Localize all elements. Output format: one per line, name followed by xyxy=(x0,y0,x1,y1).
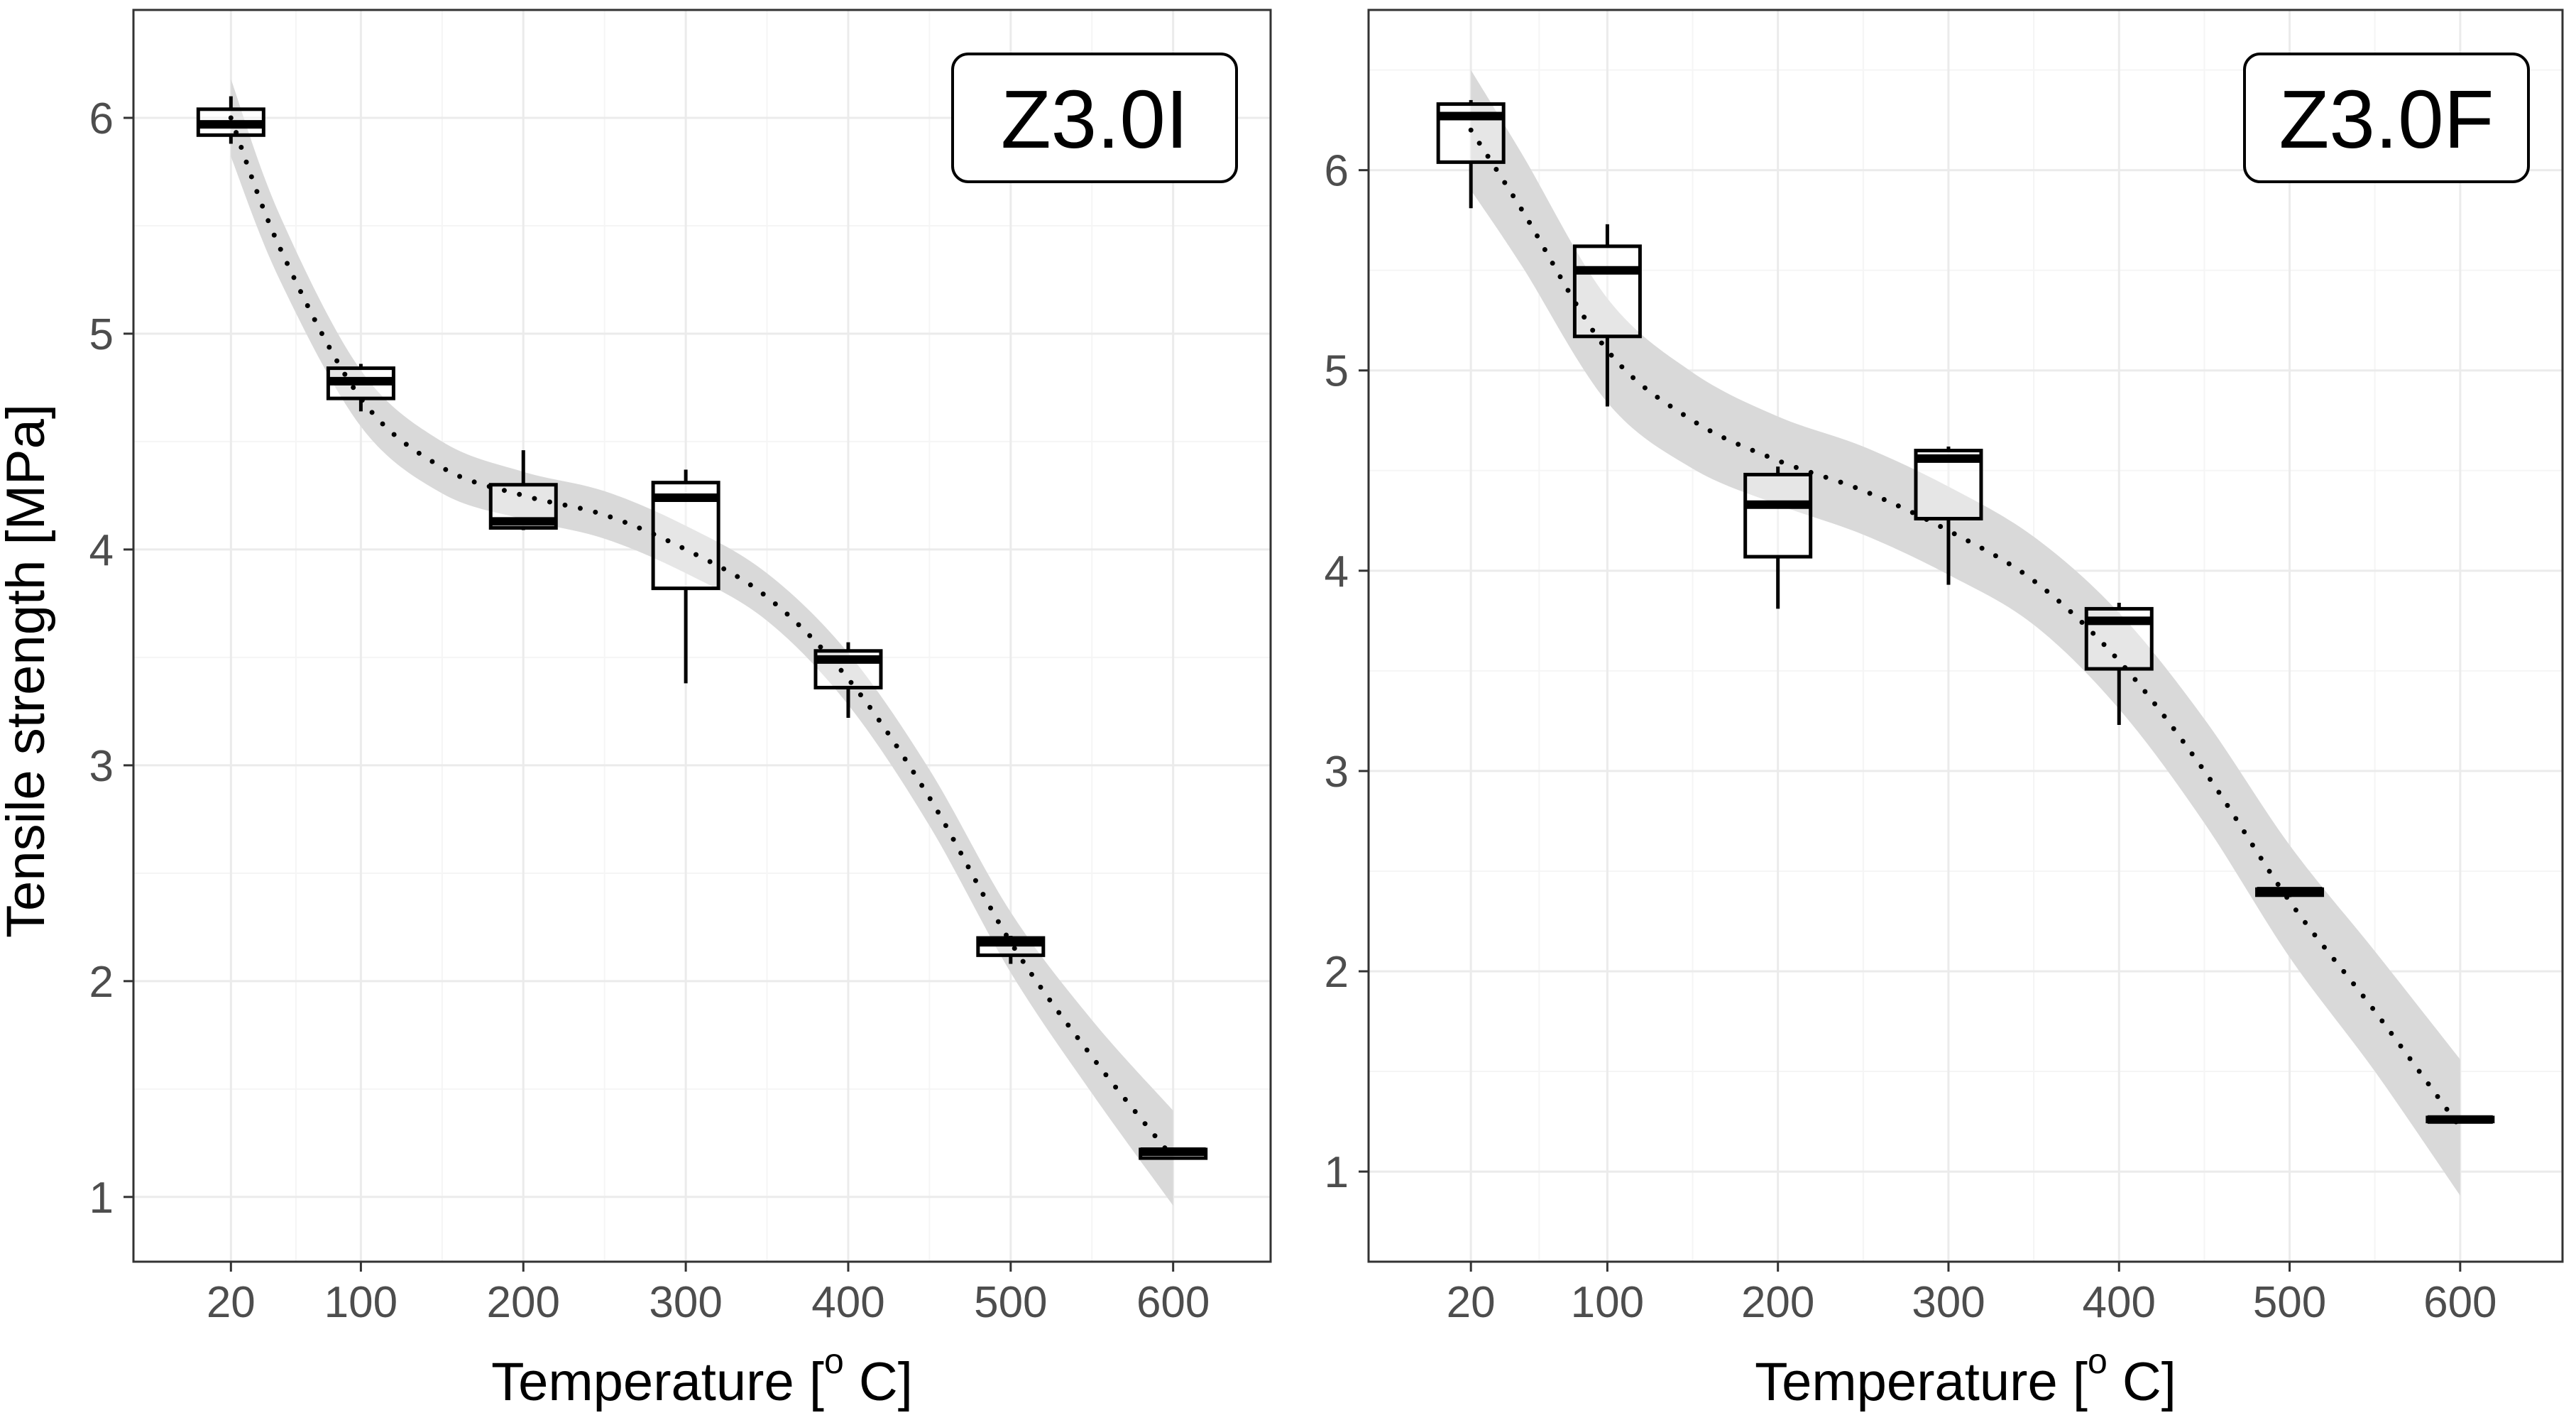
x-axis-title-text: Temperature [ xyxy=(1755,1352,2088,1412)
y-tick-label: 1 xyxy=(1325,1148,1349,1197)
x-tick-label: 400 xyxy=(2083,1278,2156,1327)
x-axis-title-right: Temperature [o C] xyxy=(1755,1341,2176,1412)
boxplot-500 xyxy=(2255,887,2325,897)
panel-label-box xyxy=(2243,53,2530,183)
axis-titles: Tensile strength [MPa] Temperature [o C]… xyxy=(0,404,2176,1412)
boxplots xyxy=(1436,99,2495,1124)
boxplot-300 xyxy=(651,469,720,684)
x-tick-label: 500 xyxy=(2253,1278,2326,1327)
y-tick-label: 2 xyxy=(89,958,114,1007)
boxplot-20 xyxy=(196,96,265,144)
y-tick-label: 5 xyxy=(1325,347,1349,396)
axes: 20 100 200 300 400 500 600 1 2 3 4 5 6 xyxy=(89,94,1210,1327)
x-tick-label: 300 xyxy=(1912,1278,1985,1327)
x-tick-label: 200 xyxy=(487,1278,560,1327)
axes: 20 100 200 300 400 500 600 1 2 3 4 5 6 xyxy=(1325,147,2497,1327)
y-tick-label: 4 xyxy=(89,526,114,575)
boxplots xyxy=(196,96,1208,1160)
y-tick-label: 3 xyxy=(1325,748,1349,797)
panel-label-box xyxy=(951,53,1238,183)
trend-line xyxy=(228,115,1176,1161)
x-axis-title-unit: C] xyxy=(844,1352,913,1412)
panel-label-text: Z3.0I xyxy=(1001,73,1188,165)
boxplot-100 xyxy=(326,364,395,412)
x-tick-label: 600 xyxy=(2423,1278,2496,1327)
gridlines xyxy=(1369,10,2563,1262)
boxplot-20 xyxy=(1436,99,1506,209)
boxplot-600 xyxy=(2426,1115,2495,1124)
y-tick-label: 4 xyxy=(1325,547,1349,596)
panel-border xyxy=(1367,9,2564,1263)
panel-z3-0i: 20 100 200 300 400 500 600 1 2 3 4 5 6 Z3.0I xyxy=(89,9,1272,1327)
boxplot-100 xyxy=(1572,224,1642,407)
boxplot-200 xyxy=(488,450,558,530)
x-axis-title-superscript: o xyxy=(824,1341,844,1381)
boxplot-300 xyxy=(1914,446,1983,585)
y-tick-label: 2 xyxy=(1325,948,1349,997)
panel-z3-0f: 20 100 200 300 400 500 600 1 2 3 4 5 6 Z3.0F xyxy=(1325,9,2564,1327)
trend-line xyxy=(1468,127,2463,1130)
box-iqr xyxy=(1743,472,1813,559)
boxplot-400 xyxy=(2084,602,2154,726)
x-tick-label: 100 xyxy=(1571,1278,1644,1327)
x-axis-title-text: Temperature [ xyxy=(491,1352,824,1412)
y-axis-title: Tensile strength [MPa] xyxy=(0,404,56,938)
panel-label: Z3.0I xyxy=(951,53,1238,183)
boxplot-500 xyxy=(976,936,1046,964)
x-axis-title-superscript: o xyxy=(2088,1341,2108,1381)
panel-border xyxy=(132,9,1272,1263)
y-tick-label: 3 xyxy=(89,742,114,791)
y-tick-label: 6 xyxy=(1325,147,1349,196)
box-iqr xyxy=(1572,244,1642,339)
x-tick-label: 200 xyxy=(1741,1278,1814,1327)
boxplot-600 xyxy=(1139,1147,1208,1160)
x-tick-label: 20 xyxy=(1447,1278,1496,1327)
x-axis-title-left: Temperature [o C] xyxy=(491,1341,913,1412)
x-tick-label: 300 xyxy=(649,1278,722,1327)
y-tick-label: 5 xyxy=(89,310,114,359)
x-tick-label: 600 xyxy=(1136,1278,1210,1327)
x-axis-title-unit: C] xyxy=(2108,1352,2176,1412)
x-tick-label: 400 xyxy=(811,1278,884,1327)
x-tick-label: 100 xyxy=(324,1278,398,1327)
y-tick-label: 6 xyxy=(89,94,114,143)
panel-label: Z3.0F xyxy=(2243,53,2530,183)
x-tick-label: 500 xyxy=(974,1278,1047,1327)
y-tick-label: 1 xyxy=(89,1174,114,1223)
panel-label-text: Z3.0F xyxy=(2279,73,2494,165)
x-tick-label: 20 xyxy=(207,1278,256,1327)
boxplot-400 xyxy=(813,642,883,719)
boxplot-200 xyxy=(1743,466,1813,609)
gridlines xyxy=(133,9,1271,1262)
